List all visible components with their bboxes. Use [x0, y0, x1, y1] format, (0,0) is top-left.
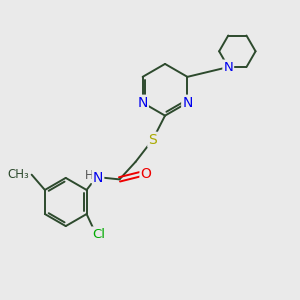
Text: N: N	[224, 61, 233, 74]
Text: Cl: Cl	[92, 227, 105, 241]
Text: N: N	[137, 96, 148, 110]
Text: S: S	[148, 133, 157, 147]
Text: CH₃: CH₃	[8, 168, 29, 181]
Text: H: H	[85, 169, 94, 182]
Text: N: N	[182, 96, 193, 110]
Text: O: O	[140, 167, 152, 181]
Text: N: N	[93, 171, 103, 184]
